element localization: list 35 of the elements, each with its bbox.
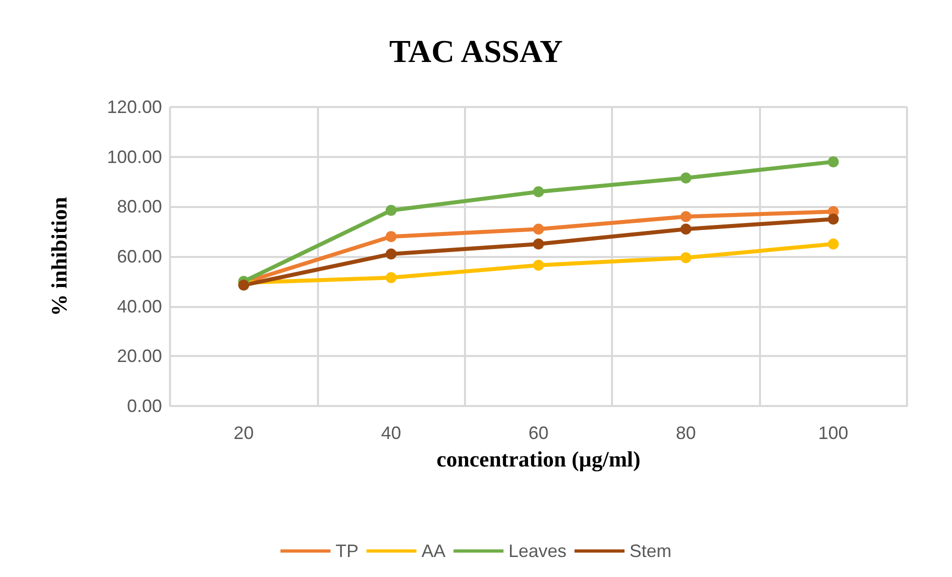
chart-title: TAC ASSAY <box>389 33 563 69</box>
point <box>828 238 839 250</box>
x-tick-label: 20 <box>234 423 254 443</box>
y-tick-label: 80.00 <box>116 196 162 217</box>
point <box>386 204 397 216</box>
point <box>238 280 250 291</box>
point <box>680 224 692 235</box>
x-tick-label: 100 <box>818 423 848 443</box>
point <box>533 186 544 198</box>
point <box>680 252 692 264</box>
x-tick-label: 40 <box>381 423 402 443</box>
y-tick-label: 120.00 <box>106 97 162 117</box>
y-tick-label: 0.00 <box>126 396 162 416</box>
point <box>680 172 692 184</box>
x-tick-label: 80 <box>676 423 696 443</box>
legend-label: Stem <box>630 541 672 561</box>
legend-label: Leaves <box>508 541 567 561</box>
point <box>680 211 692 222</box>
point <box>386 231 397 242</box>
y-tick-label: 40.00 <box>116 296 162 316</box>
legend-label: AA <box>421 541 446 561</box>
x-axis-title: concentration (µg/ml) <box>436 446 640 472</box>
point <box>828 214 839 225</box>
point <box>828 156 839 168</box>
y-tick-label: 20.00 <box>116 346 162 366</box>
point <box>386 272 397 284</box>
legend-label: TP <box>335 541 358 561</box>
point <box>386 248 397 260</box>
point <box>533 224 544 235</box>
point <box>533 238 544 250</box>
x-tick-label: 60 <box>528 423 549 443</box>
y-tick-label: 60.00 <box>116 246 162 266</box>
point <box>533 260 544 271</box>
y-axis-title: % inhibition <box>46 196 72 316</box>
y-tick-label: 100.00 <box>106 146 162 167</box>
